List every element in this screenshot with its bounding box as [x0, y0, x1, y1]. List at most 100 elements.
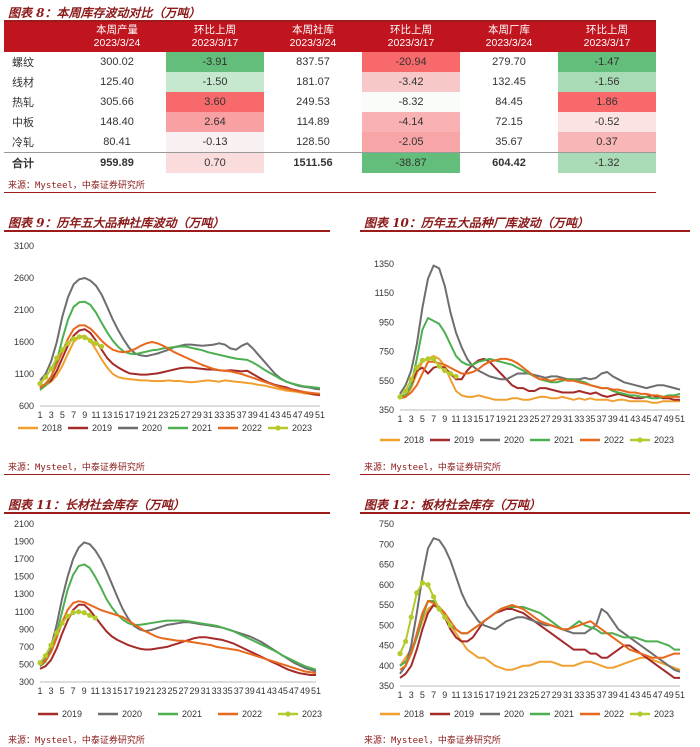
chart10-source: 来源：Mysteel，中泰证券研究所	[364, 463, 501, 473]
table-title-rule	[4, 20, 656, 22]
table-source-rule	[4, 192, 656, 193]
legend-label-2022: 2022	[242, 423, 262, 433]
x-tick-label: 35	[585, 690, 595, 700]
x-tick-label: 41	[619, 414, 629, 424]
x-tick-label: 9	[82, 410, 87, 420]
x-tick-label: 13	[101, 686, 111, 696]
legend-label-2021: 2021	[554, 709, 574, 719]
table-cell-factory: 35.67	[495, 136, 523, 148]
x-tick-label: 31	[563, 414, 573, 424]
y-tick-label: 350	[379, 405, 394, 415]
table-cell-social: 128.50	[296, 136, 330, 148]
row-name: 中板	[12, 117, 34, 129]
header-cell: 本周社库 2023/3/24	[264, 22, 362, 52]
series-line-2022	[399, 357, 680, 400]
x-tick-label: 19	[136, 410, 146, 420]
series-point-2023	[65, 340, 71, 346]
series-point-2023	[42, 653, 49, 659]
y-tick-label: 600	[19, 401, 34, 411]
series-point-2023	[48, 642, 54, 648]
series-point-2023	[37, 660, 43, 666]
y-tick-label: 2100	[14, 305, 34, 315]
x-tick-label: 29	[192, 410, 202, 420]
x-tick-label: 33	[574, 690, 584, 700]
legend-label-2023: 2023	[302, 709, 322, 719]
x-tick-label: 11	[451, 690, 460, 700]
series-point-2023	[397, 394, 403, 400]
y-tick-label: 450	[379, 641, 394, 651]
x-tick-label: 27	[181, 410, 191, 420]
series-point-2023	[397, 651, 403, 657]
table-row: 中板 148.40 2.64 114.89 -4.14 72.15 -0.52	[4, 112, 656, 132]
chart12-title: 图表 12：板材社会库存（万吨）	[364, 498, 541, 512]
x-tick-label: 39	[608, 414, 618, 424]
table-row: 热轧 305.66 3.60 249.53 -8.32 84.45 1.86	[4, 92, 656, 112]
legend-label-2022: 2022	[242, 709, 262, 719]
x-tick-label: 37	[597, 690, 607, 700]
table-cell-prod-chg: 3.60	[166, 92, 264, 112]
x-tick-label: 17	[125, 410, 135, 420]
x-tick-label: 39	[245, 686, 255, 696]
x-tick-label: 9	[82, 686, 87, 696]
x-tick-label: 45	[641, 690, 651, 700]
series-point-2023	[82, 334, 88, 341]
x-tick-label: 49	[664, 414, 674, 424]
x-tick-label: 41	[256, 686, 266, 696]
series-point-2023	[431, 594, 437, 600]
x-tick-label: 25	[529, 690, 539, 700]
series-point-2023	[425, 582, 431, 588]
x-tick-label: 5	[420, 414, 425, 424]
x-tick-label: 17	[485, 414, 495, 424]
table-cell-social: 114.89	[296, 116, 330, 128]
series-point-2023	[436, 363, 442, 369]
x-tick-label: 19	[496, 690, 506, 700]
series-point-2023	[54, 355, 60, 361]
series-line-2020	[399, 537, 681, 675]
series-point-2023	[414, 590, 420, 596]
x-tick-label: 3	[49, 686, 54, 696]
x-tick-label: 33	[212, 686, 222, 696]
table-cell-factory: 84.45	[495, 96, 523, 108]
x-tick-label: 41	[619, 690, 629, 700]
x-tick-label: 47	[289, 686, 299, 696]
legend-label-2019: 2019	[454, 435, 474, 445]
x-tick-label: 33	[214, 410, 224, 420]
chart12-source: 来源：Mysteel，中泰证券研究所	[364, 736, 501, 746]
table-cell-prod: 300.02	[100, 56, 134, 68]
y-tick-label: 550	[379, 600, 394, 610]
series-point-2023	[92, 615, 98, 621]
chart10-title: 图表 10：历年五大品种厂库波动（万吨）	[364, 216, 589, 230]
table-cell-factory-chg: 0.37	[558, 132, 656, 153]
x-tick-label: 27	[179, 686, 189, 696]
table-cell-prod: 305.66	[100, 96, 134, 108]
chart10-source-rule	[360, 474, 690, 475]
x-tick-label: 19	[134, 686, 144, 696]
row-name: 线材	[12, 77, 34, 89]
y-tick-label: 300	[19, 677, 34, 687]
chart11-title-rule	[4, 512, 330, 514]
series-point-2023	[81, 610, 87, 616]
series-line-2023	[399, 581, 452, 655]
y-tick-label: 1500	[14, 572, 34, 582]
legend-label-2020: 2020	[122, 709, 142, 719]
x-tick-label: 35	[223, 686, 233, 696]
header-cell: 环比上周 2023/3/17	[362, 22, 460, 52]
legend-marker-2023	[285, 711, 291, 717]
legend-label-2018: 2018	[404, 709, 424, 719]
x-tick-label: 15	[473, 414, 483, 424]
table-cell-social: 837.57	[296, 56, 330, 68]
table-row: 冷轧 80.41 -0.13 128.50 -2.05 35.67 0.37	[4, 132, 656, 153]
y-tick-label: 1900	[14, 537, 34, 547]
x-tick-label: 25	[169, 410, 179, 420]
series-point-2023	[431, 356, 437, 362]
y-tick-label: 2100	[14, 519, 34, 529]
x-tick-label: 29	[552, 690, 562, 700]
x-tick-label: 17	[485, 690, 495, 700]
x-tick-label: 1	[397, 690, 402, 700]
x-tick-label: 3	[409, 414, 414, 424]
series-point-2023	[403, 638, 409, 645]
chart10-title-rule	[360, 230, 690, 232]
series-point-2023	[37, 381, 43, 387]
legend-label-2023: 2023	[654, 435, 674, 445]
x-tick-label: 1	[397, 414, 402, 424]
